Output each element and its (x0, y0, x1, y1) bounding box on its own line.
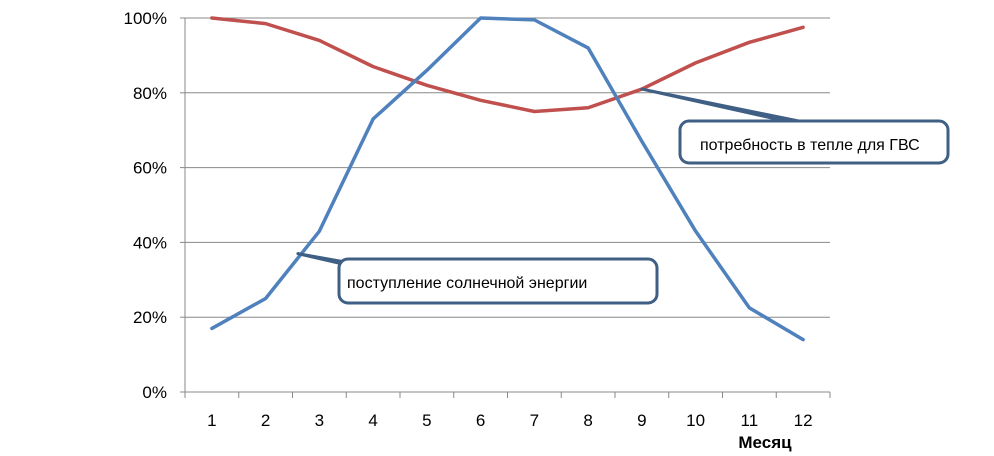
data-point (747, 40, 751, 44)
callout-1: потребность в тепле для ГВС (640, 87, 950, 165)
x-tick-label: 9 (637, 411, 646, 430)
y-tick-label: 60% (133, 159, 167, 178)
series-lines (210, 16, 805, 342)
callout-box (337, 257, 659, 305)
data-point (532, 18, 536, 22)
data-point (371, 65, 375, 69)
x-tick-label: 6 (476, 411, 485, 430)
data-point (425, 83, 429, 87)
x-tick-label: 10 (686, 411, 705, 430)
x-tick-label: 8 (583, 411, 592, 430)
data-point (694, 61, 698, 65)
data-point (264, 297, 268, 301)
callouts: потребность в тепле для ГВС поступление с… (296, 87, 950, 305)
data-point (640, 139, 644, 143)
data-point (264, 22, 268, 26)
x-tick-label: 4 (368, 411, 377, 430)
x-tick-label: 2 (261, 411, 270, 430)
series-line-2 (210, 16, 805, 342)
callout-text: поступление солнечной энергии (347, 275, 587, 292)
x-tick-label: 12 (794, 411, 813, 430)
x-tick-label: 5 (422, 411, 431, 430)
callout-2: поступление солнечной энергии (296, 252, 659, 305)
data-point (532, 110, 536, 114)
data-point (801, 25, 805, 29)
data-point (586, 106, 590, 110)
x-tick-label: 1 (207, 411, 216, 430)
data-point (479, 16, 483, 20)
x-axis-ticks: 1 2 3 4 5 6 7 8 9 10 11 12 (184, 392, 831, 430)
data-point (210, 326, 214, 330)
y-tick-label: 100% (124, 9, 167, 28)
x-axis-title: Месяц (738, 433, 792, 452)
y-axis-ticks: 0% 20% 40% 60% 80% 100% (124, 9, 185, 402)
y-tick-label: 80% (133, 84, 167, 103)
data-point (210, 16, 214, 20)
data-point (317, 229, 321, 233)
data-point (479, 98, 483, 102)
data-point (317, 38, 321, 42)
y-tick-label: 0% (142, 383, 167, 402)
y-tick-label: 20% (133, 308, 167, 327)
series-line-1 (210, 16, 805, 114)
callout-box (678, 119, 950, 165)
data-point (586, 46, 590, 50)
data-point (425, 68, 429, 72)
data-point (801, 338, 805, 342)
callout-text: потребность в тепле для ГВС (700, 137, 920, 154)
axes (184, 18, 830, 393)
y-tick-label: 40% (133, 233, 167, 252)
x-tick-label: 7 (530, 411, 539, 430)
x-tick-label: 3 (315, 411, 324, 430)
data-point (694, 229, 698, 233)
data-point (371, 117, 375, 121)
x-tick-label: 11 (741, 411, 759, 430)
data-point (747, 306, 751, 310)
